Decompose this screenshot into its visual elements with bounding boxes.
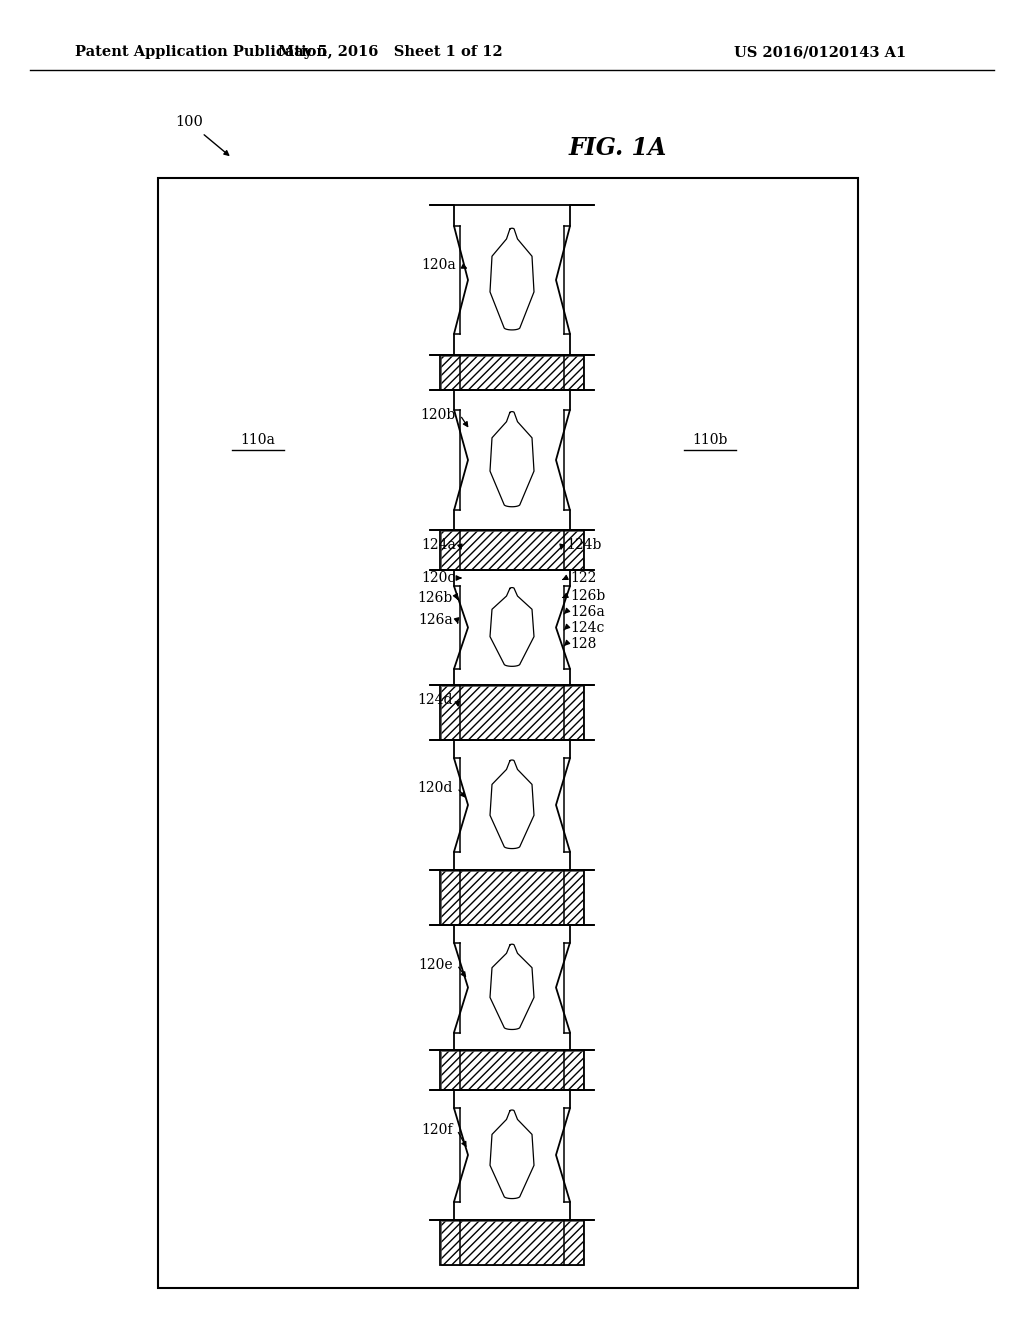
Polygon shape	[490, 412, 534, 507]
Bar	[440, 870, 584, 925]
Polygon shape	[490, 944, 534, 1030]
Text: 110a: 110a	[241, 433, 275, 447]
Text: 124c: 124c	[570, 620, 604, 635]
Text: Patent Application Publication: Patent Application Publication	[75, 45, 327, 59]
Polygon shape	[490, 228, 534, 330]
Text: 126a: 126a	[570, 605, 605, 619]
Bar	[441, 1221, 583, 1265]
Text: May 5, 2016   Sheet 1 of 12: May 5, 2016 Sheet 1 of 12	[278, 45, 503, 59]
Bar	[158, 178, 858, 1288]
Bar	[440, 1049, 584, 1090]
Bar	[440, 685, 584, 741]
Polygon shape	[490, 587, 534, 667]
Text: 120f: 120f	[422, 1123, 453, 1137]
Text: 124b: 124b	[566, 539, 601, 552]
Text: 100: 100	[175, 115, 203, 129]
Polygon shape	[430, 741, 594, 870]
Polygon shape	[490, 1110, 534, 1199]
Text: 128: 128	[570, 638, 596, 651]
Text: 110b: 110b	[692, 433, 728, 447]
Text: 120a: 120a	[421, 257, 456, 272]
Bar	[440, 531, 584, 570]
Text: 122: 122	[570, 572, 596, 585]
Text: 126a: 126a	[418, 612, 453, 627]
Bar	[440, 1220, 584, 1265]
Bar	[441, 355, 583, 389]
Bar	[441, 685, 583, 739]
Text: 120e: 120e	[419, 958, 453, 972]
Bar	[440, 531, 584, 570]
Text: 120b: 120b	[421, 408, 456, 422]
Polygon shape	[490, 760, 534, 849]
Text: FIG. 1A: FIG. 1A	[568, 136, 668, 160]
Bar	[440, 685, 584, 741]
Polygon shape	[430, 205, 594, 355]
Polygon shape	[430, 925, 594, 1049]
Bar	[440, 355, 584, 389]
Bar	[440, 1049, 584, 1090]
Text: 120c: 120c	[422, 572, 456, 585]
Text: 126b: 126b	[570, 589, 605, 603]
Bar	[440, 355, 584, 389]
Bar	[441, 1051, 583, 1089]
Text: 120d: 120d	[418, 781, 453, 795]
Bar	[440, 870, 584, 925]
Polygon shape	[430, 389, 594, 531]
Bar	[441, 531, 583, 569]
Text: 124a: 124a	[421, 539, 456, 552]
Polygon shape	[430, 570, 594, 685]
Text: 124d: 124d	[418, 693, 453, 708]
Bar	[440, 1220, 584, 1265]
Text: 126b: 126b	[418, 591, 453, 605]
Text: US 2016/0120143 A1: US 2016/0120143 A1	[734, 45, 906, 59]
Bar	[441, 870, 583, 924]
Polygon shape	[430, 1090, 594, 1220]
